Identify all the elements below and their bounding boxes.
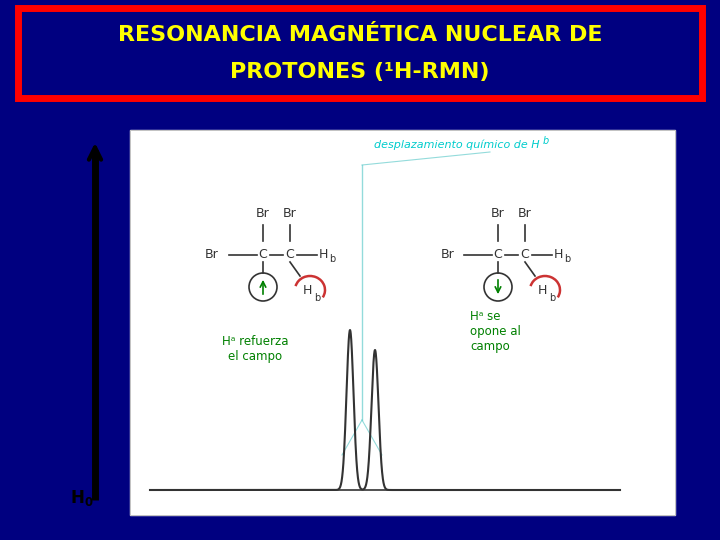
Bar bbox=[130, 130, 675, 515]
Text: H: H bbox=[554, 247, 563, 260]
Text: b: b bbox=[564, 254, 570, 264]
FancyBboxPatch shape bbox=[18, 8, 702, 98]
Text: Br: Br bbox=[283, 207, 297, 220]
Text: C: C bbox=[286, 248, 294, 261]
Text: b: b bbox=[314, 293, 320, 303]
Text: C: C bbox=[258, 248, 267, 261]
Text: b: b bbox=[543, 136, 549, 146]
Text: Br: Br bbox=[205, 248, 219, 261]
Text: Br: Br bbox=[518, 207, 532, 220]
Text: b: b bbox=[549, 293, 555, 303]
Text: C: C bbox=[521, 248, 529, 261]
Bar bbox=[130, 130, 675, 515]
Text: H: H bbox=[319, 247, 328, 260]
Text: RESONANCIA MAGNÉTICA NUCLEAR DE: RESONANCIA MAGNÉTICA NUCLEAR DE bbox=[118, 25, 602, 45]
Text: b: b bbox=[329, 254, 336, 264]
Text: Hᵃ se
opone al
campo: Hᵃ se opone al campo bbox=[470, 310, 521, 353]
Text: PROTONES (¹H-RMN): PROTONES (¹H-RMN) bbox=[230, 62, 490, 82]
Text: H: H bbox=[302, 285, 312, 298]
Text: C: C bbox=[494, 248, 503, 261]
Text: Br: Br bbox=[256, 207, 270, 220]
Text: H: H bbox=[537, 285, 546, 298]
Text: $\mathbf{H_0}$: $\mathbf{H_0}$ bbox=[71, 488, 94, 508]
Text: Hᵃ refuerza
el campo: Hᵃ refuerza el campo bbox=[222, 335, 288, 363]
Text: desplazamiento químico de H: desplazamiento químico de H bbox=[374, 140, 540, 150]
Text: Br: Br bbox=[440, 248, 454, 261]
Text: Br: Br bbox=[491, 207, 505, 220]
